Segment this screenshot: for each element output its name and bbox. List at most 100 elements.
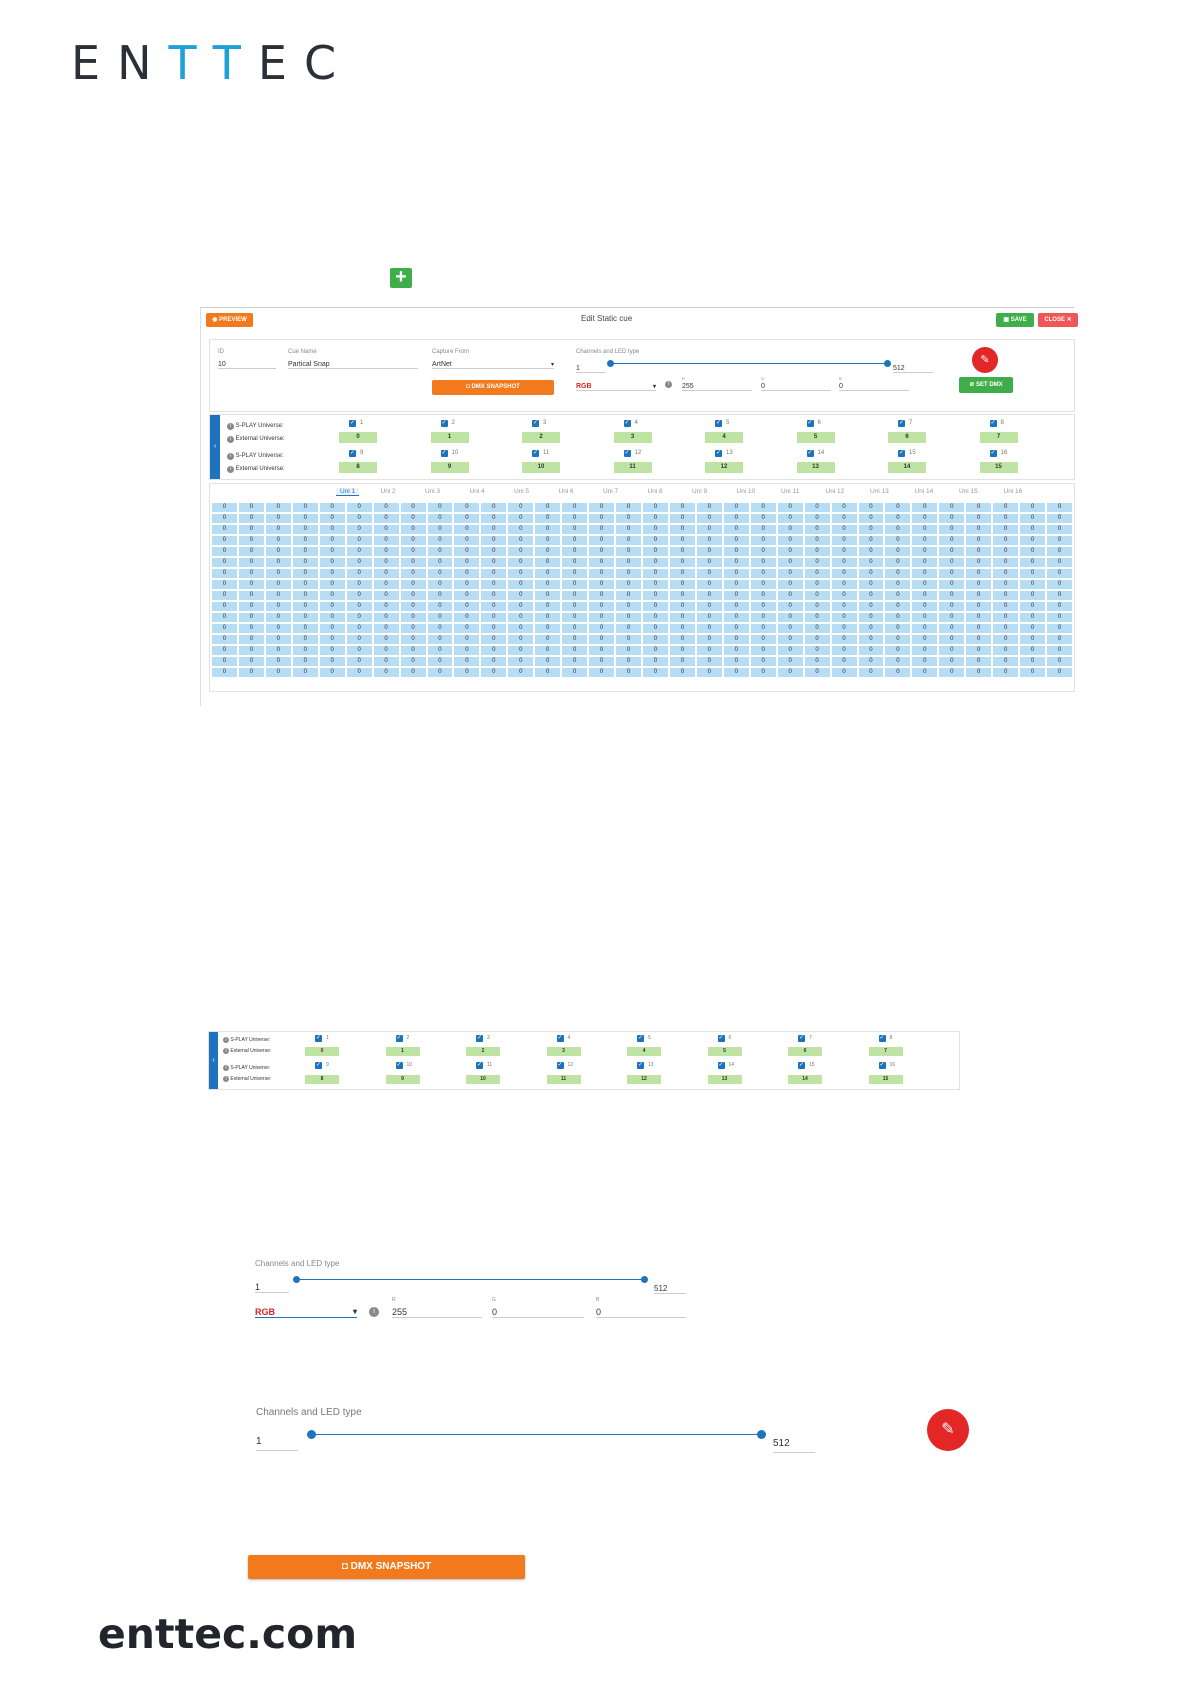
dmx-channel-cell[interactable]: 0	[669, 514, 695, 523]
dmx-channel-cell[interactable]: 0	[346, 624, 372, 633]
dmx-channel-cell[interactable]: 0	[238, 580, 264, 589]
dmx-channel-cell[interactable]: 0	[373, 668, 399, 677]
dmx-channel-cell[interactable]: 0	[1047, 580, 1072, 589]
dmx-channel-cell[interactable]: 0	[885, 580, 911, 589]
dmx-channel-cell[interactable]: 0	[265, 635, 291, 644]
dmx-channel-cell[interactable]: 0	[1020, 569, 1046, 578]
dmx-channel-cell[interactable]: 0	[966, 602, 992, 611]
dmx-channel-cell[interactable]: 0	[669, 635, 695, 644]
dmx-channel-cell[interactable]: 0	[346, 635, 372, 644]
dmx-channel-cell[interactable]: 0	[993, 635, 1019, 644]
dmx-channel-cell[interactable]: 0	[238, 613, 264, 622]
dmx-channel-cell[interactable]: 0	[750, 503, 776, 512]
dmx-channel-cell[interactable]: 0	[669, 525, 695, 534]
dmx-channel-cell[interactable]: 0	[669, 646, 695, 655]
dmx-channel-cell[interactable]: 0	[804, 591, 830, 600]
dmx-channel-cell[interactable]: 0	[589, 525, 615, 534]
dmx-channel-cell[interactable]: 0	[400, 613, 426, 622]
universe-checkbox[interactable]: ✓ 1	[315, 1035, 329, 1042]
dmx-channel-cell[interactable]: 0	[346, 580, 372, 589]
channels-zoom2-slider[interactable]	[312, 1434, 762, 1435]
dmx-channel-cell[interactable]: 0	[1047, 613, 1072, 622]
dmx-channel-cell[interactable]: 0	[912, 503, 938, 512]
dmx-channel-cell[interactable]: 0	[562, 547, 588, 556]
dmx-channel-cell[interactable]: 0	[804, 547, 830, 556]
dmx-channel-cell[interactable]: 0	[966, 514, 992, 523]
dmx-channel-cell[interactable]: 0	[373, 635, 399, 644]
dmx-channel-cell[interactable]: 0	[481, 569, 507, 578]
dmx-channel-cell[interactable]: 0	[454, 525, 480, 534]
color-picker-button-zoom[interactable]: ✎	[927, 1409, 969, 1451]
dmx-channel-cell[interactable]: 0	[723, 668, 749, 677]
universe-checkbox[interactable]: ✓ 4	[556, 1035, 570, 1042]
dmx-channel-cell[interactable]: 0	[669, 591, 695, 600]
dmx-channel-cell[interactable]: 0	[373, 646, 399, 655]
dmx-channel-cell[interactable]: 0	[643, 580, 668, 589]
dmx-channel-cell[interactable]: 0	[212, 591, 237, 600]
dmx-channel-cell[interactable]: 0	[966, 525, 992, 534]
dmx-channel-cell[interactable]: 0	[723, 613, 749, 622]
dmx-channel-cell[interactable]: 0	[939, 635, 965, 644]
universe-checkbox[interactable]: ✓ 15	[898, 450, 916, 457]
dmx-channel-cell[interactable]: 0	[238, 569, 264, 578]
universe-checkbox[interactable]: ✓ 14	[806, 450, 824, 457]
dmx-channel-cell[interactable]: 0	[346, 602, 372, 611]
dmx-channel-cell[interactable]: 0	[616, 635, 641, 644]
dmx-channel-cell[interactable]: 0	[292, 657, 318, 666]
dmx-channel-cell[interactable]: 0	[939, 580, 965, 589]
dmx-channel-cell[interactable]: 0	[993, 646, 1019, 655]
dmx-channel-cell[interactable]: 0	[508, 602, 534, 611]
dmx-channel-cell[interactable]: 0	[535, 547, 561, 556]
tab-uni-6[interactable]: Uni 6	[558, 488, 574, 495]
dmx-channel-cell[interactable]: 0	[562, 514, 588, 523]
external-universe-field[interactable]: 4	[627, 1047, 661, 1056]
dmx-channel-cell[interactable]: 0	[454, 613, 480, 622]
dmx-channel-cell[interactable]: 0	[292, 613, 318, 622]
dmx-channel-cell[interactable]: 0	[939, 657, 965, 666]
external-universe-field[interactable]: 2	[466, 1047, 500, 1056]
dmx-channel-cell[interactable]: 0	[238, 657, 264, 666]
universe-checkbox[interactable]: ✓ 11	[476, 1062, 492, 1069]
dmx-channel-cell[interactable]: 0	[993, 514, 1019, 523]
dmx-channel-cell[interactable]: 0	[589, 558, 615, 567]
dmx-channel-cell[interactable]: 0	[643, 514, 668, 523]
dmx-channel-cell[interactable]: 0	[400, 591, 426, 600]
dmx-channel-cell[interactable]: 0	[912, 525, 938, 534]
dmx-channel-cell[interactable]: 0	[427, 657, 453, 666]
dmx-channel-cell[interactable]: 0	[212, 602, 237, 611]
dmx-channel-cell[interactable]: 0	[939, 525, 965, 534]
external-universe-field[interactable]: 0	[305, 1047, 339, 1056]
universe-checkbox[interactable]: ✓ 10	[395, 1062, 412, 1069]
dmx-channel-cell[interactable]: 0	[993, 613, 1019, 622]
dmx-channel-cell[interactable]: 0	[265, 525, 291, 534]
tab-uni-12[interactable]: Uni 12	[825, 488, 845, 495]
dmx-channel-cell[interactable]: 0	[669, 668, 695, 677]
external-universe-field[interactable]: 15	[979, 462, 1018, 473]
dmx-channel-cell[interactable]: 0	[643, 668, 668, 677]
dmx-channel-cell[interactable]: 0	[319, 536, 345, 545]
dmx-channel-cell[interactable]: 0	[1020, 668, 1046, 677]
dmx-channel-cell[interactable]: 0	[454, 558, 480, 567]
dmx-channel-cell[interactable]: 0	[346, 646, 372, 655]
dmx-channel-cell[interactable]: 0	[508, 514, 534, 523]
external-universe-field[interactable]: 5	[707, 1047, 742, 1056]
dmx-channel-cell[interactable]: 0	[966, 613, 992, 622]
dmx-channel-cell[interactable]: 0	[346, 591, 372, 600]
dmx-channel-cell[interactable]: 0	[265, 569, 291, 578]
universe-checkbox[interactable]: ✓ 2	[440, 420, 455, 427]
dmx-channel-cell[interactable]: 0	[508, 569, 534, 578]
dmx-channel-cell[interactable]: 0	[885, 624, 911, 633]
dmx-channel-cell[interactable]: 0	[562, 580, 588, 589]
external-universe-field[interactable]: 14	[888, 462, 926, 473]
dmx-channel-cell[interactable]: 0	[265, 624, 291, 633]
dmx-channel-cell[interactable]: 0	[616, 536, 641, 545]
dmx-channel-cell[interactable]: 0	[508, 657, 534, 666]
dmx-channel-cell[interactable]: 0	[508, 525, 534, 534]
universe-checkbox[interactable]: ✓ 8	[878, 1035, 892, 1042]
collapse-handle[interactable]: ‹	[210, 415, 220, 479]
dmx-channel-cell[interactable]: 0	[400, 514, 426, 523]
dmx-channel-cell[interactable]: 0	[400, 580, 426, 589]
dmx-channel-cell[interactable]: 0	[804, 569, 830, 578]
dmx-channel-cell[interactable]: 0	[993, 569, 1019, 578]
dmx-channel-cell[interactable]: 0	[777, 591, 803, 600]
